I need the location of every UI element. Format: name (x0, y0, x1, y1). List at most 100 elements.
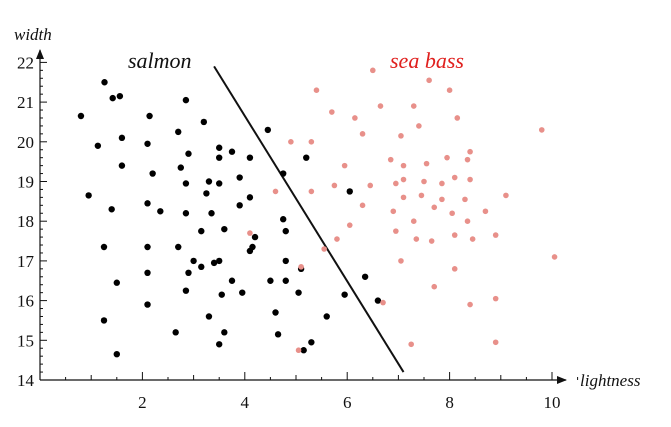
sea-bass-point (467, 148, 473, 155)
salmon-point (185, 269, 192, 277)
salmon-point (182, 210, 190, 217)
salmon-point (200, 118, 208, 126)
salmon-point (190, 257, 197, 265)
sea-bass-point (439, 196, 445, 203)
sea-bass-point (462, 196, 468, 203)
sea-bass-point (538, 127, 545, 133)
sea-bass-point (467, 176, 473, 183)
sea-bass-point (464, 156, 471, 163)
sea-bass-point (451, 266, 458, 272)
salmon-point (210, 259, 218, 267)
sea-bass-point (416, 123, 422, 129)
salmon-point (274, 331, 282, 338)
sea-bass-point (449, 210, 455, 217)
y-tick-label: 17 (17, 252, 35, 271)
sea-bass-point (370, 67, 376, 74)
sea-bass-point (398, 133, 404, 139)
salmon-point (182, 180, 190, 187)
salmon-point (144, 269, 151, 277)
sea-bass-point (454, 115, 461, 121)
minor-ticks (40, 69, 579, 380)
sea-bass-point (413, 236, 420, 242)
sea-bass-point (551, 254, 558, 260)
y-tick-label: 14 (17, 371, 35, 390)
salmon-point (246, 194, 254, 201)
sea-bass-point (423, 160, 430, 167)
salmon-point (295, 289, 302, 296)
sea-bass-point (400, 162, 407, 169)
sea-bass-point (428, 238, 435, 244)
salmon-point (113, 350, 121, 358)
sea-bass-point (482, 208, 489, 215)
salmon-point (118, 162, 126, 169)
salmon-point (361, 273, 369, 280)
salmon-point (101, 79, 108, 86)
sea-bass-point (367, 182, 374, 189)
salmon-point (323, 313, 330, 320)
sea-bass-point (446, 87, 453, 93)
y-tick-label: 19 (17, 173, 34, 192)
sea-bass-point (393, 180, 399, 187)
salmon-point (116, 92, 124, 100)
sea-bass-point (444, 154, 450, 161)
sea-bass-point (247, 230, 253, 236)
salmon-point (216, 257, 223, 265)
sea-bass-point (467, 301, 473, 308)
salmon-point (221, 225, 228, 233)
sea-bass-point (295, 347, 302, 354)
salmon-point (198, 227, 205, 235)
sea-bass-point (400, 176, 407, 183)
salmon-point (177, 164, 184, 171)
salmon-point (144, 200, 151, 207)
sea-bass-point (431, 283, 438, 290)
salmon-point (228, 148, 236, 155)
x-tick-label: 8 (445, 393, 454, 412)
salmon-point (157, 208, 164, 215)
sea-bass-point (492, 232, 499, 238)
salmon-point (282, 257, 289, 265)
salmon-point (246, 154, 254, 161)
salmon-point (77, 112, 85, 120)
sea-bass-point (421, 178, 427, 185)
sea-bass-point (492, 339, 499, 346)
sea-bass-point (352, 115, 358, 121)
salmon-point (272, 309, 279, 316)
salmon-point (208, 210, 215, 217)
sea-bass-point (359, 202, 366, 209)
sea-bass-point (272, 188, 279, 195)
sea-bass-point (341, 162, 348, 169)
sea-bass-point (439, 180, 445, 187)
salmon-point (144, 301, 151, 308)
salmon-point (85, 192, 92, 199)
salmon-point (236, 202, 243, 209)
salmon-point (246, 247, 254, 255)
salmon-point (144, 243, 151, 251)
sea-bass-point (393, 228, 399, 234)
salmon-point (205, 313, 213, 320)
sea-bass-point (451, 174, 458, 181)
sea-bass-point (329, 109, 335, 115)
salmon-point (236, 174, 243, 181)
sea-bass-point (410, 103, 417, 109)
salmon-point (341, 291, 348, 298)
salmon-point (216, 154, 223, 161)
x-tick-label: 2 (138, 393, 147, 412)
salmon-point (172, 329, 179, 336)
salmon-point (144, 140, 151, 147)
salmon-point (175, 128, 182, 136)
y-tick-label: 15 (17, 331, 34, 350)
sea-bass-point (288, 139, 294, 145)
x-tick-label: 4 (241, 393, 250, 412)
sea-bass-point (469, 236, 476, 242)
y-tick-label: 16 (17, 292, 34, 311)
salmon-point (267, 277, 274, 284)
salmon-point (182, 96, 190, 104)
salmon-point (300, 347, 307, 354)
sea-bass-point (380, 299, 386, 306)
salmon-point (216, 341, 223, 348)
sea-bass-point (410, 218, 417, 224)
salmon-point (182, 287, 190, 294)
sea-bass-point (408, 341, 415, 348)
data-points (77, 67, 558, 358)
